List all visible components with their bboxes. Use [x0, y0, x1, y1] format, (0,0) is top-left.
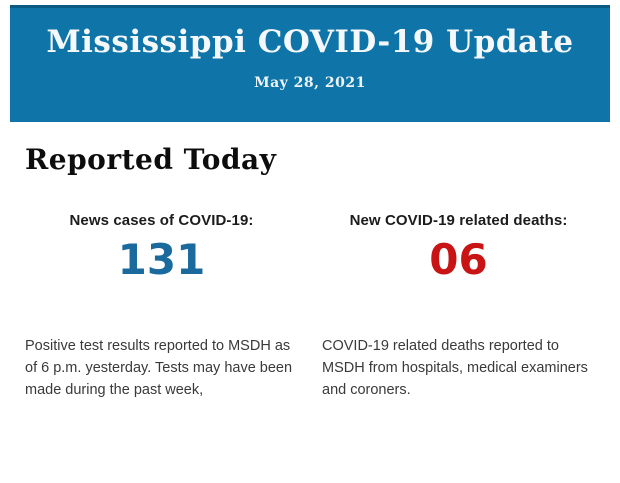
header-banner: Mississippi COVID-19 Update May 28, 2021 — [10, 5, 610, 122]
report-body: Reported Today News cases of COVID-19: 1… — [0, 143, 620, 401]
new-deaths-label: New COVID-19 related deaths: — [349, 212, 568, 229]
stat-new-cases: News cases of COVID-19: 131 Positive tes… — [25, 212, 298, 401]
report-date: May 28, 2021 — [254, 75, 366, 92]
stat-new-deaths: New COVID-19 related deaths: 06 COVID-19… — [322, 212, 595, 401]
new-cases-value: 131 — [117, 235, 206, 284]
new-deaths-value: 06 — [429, 235, 488, 284]
new-cases-label: News cases of COVID-19: — [69, 212, 254, 229]
new-deaths-description: COVID-19 related deaths reported to MSDH… — [322, 338, 588, 398]
page-title: Mississippi COVID-19 Update — [46, 24, 574, 60]
stats-row: News cases of COVID-19: 131 Positive tes… — [25, 212, 595, 401]
covid-update-page: Mississippi COVID-19 Update May 28, 2021… — [0, 5, 620, 483]
new-cases-description: Positive test results reported to MSDH a… — [25, 338, 293, 398]
section-heading: Reported Today — [25, 143, 277, 176]
